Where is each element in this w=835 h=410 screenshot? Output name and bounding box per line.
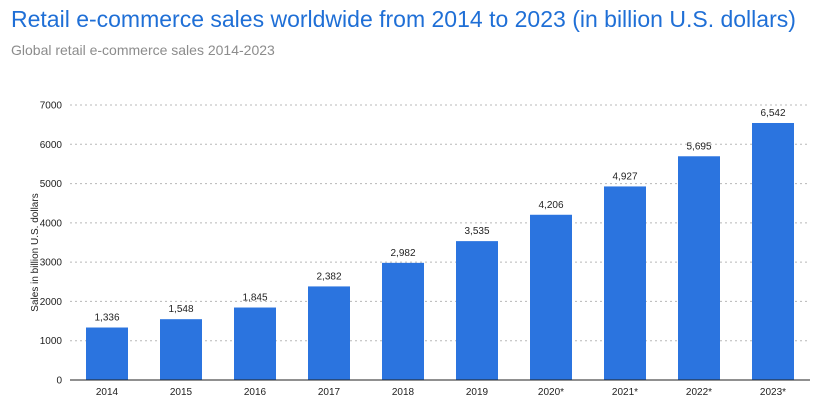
x-tick-label: 2017 (318, 387, 341, 398)
bars (86, 122, 794, 380)
bar-2015 (160, 319, 202, 380)
bar-2023 (752, 122, 794, 380)
bar-2018 (382, 262, 424, 380)
data-label: 5,695 (686, 141, 711, 152)
x-tick-label: 2016 (244, 387, 267, 398)
data-label: 1,845 (242, 293, 267, 304)
y-tick-label: 1000 (40, 336, 63, 347)
y-tick-label: 4000 (40, 218, 63, 229)
y-tick-label: 7000 (40, 101, 63, 112)
bar-2021 (604, 186, 646, 380)
data-labels: 1,336 1,548 1,845 2,382 2,982 3,535 4,206 4,927… (94, 108, 785, 324)
x-tick-label: 2019 (466, 387, 489, 398)
x-tick-label: 2023* (760, 387, 786, 398)
chart-title: Retail e-commerce sales worldwide from 2… (11, 6, 796, 32)
x-tick-label: 2015 (170, 387, 193, 398)
y-axis-label: Sales in billion U.S. dollars (30, 193, 41, 311)
data-label: 1,336 (94, 313, 119, 324)
y-tick-label: 6000 (40, 140, 63, 151)
bar-2022 (678, 156, 720, 380)
chart-subtitle: Global retail e-commerce sales 2014-2023 (11, 42, 275, 58)
y-tick-label: 2000 (40, 297, 63, 308)
y-tick-label: 3000 (40, 258, 63, 269)
data-label: 6,542 (760, 108, 785, 119)
x-tick-label: 2022* (686, 387, 712, 398)
bar-2017 (308, 286, 350, 380)
bar-2020 (530, 214, 572, 380)
x-tick-label: 2014 (96, 387, 119, 398)
x-tick-label: 2018 (392, 387, 415, 398)
x-tick-label: 2020* (538, 387, 564, 398)
data-label: 2,382 (316, 271, 341, 282)
y-axis-ticks: 0 1000 2000 3000 4000 5000 6000 7000 (40, 101, 63, 387)
data-label: 1,548 (168, 304, 193, 315)
data-label: 3,535 (464, 226, 489, 237)
x-axis-ticks: 2014 2015 2016 2017 2018 2019 2020* 2021* 2022* 2… (96, 387, 786, 398)
bar-2016 (234, 307, 276, 380)
y-tick-label: 5000 (40, 179, 63, 190)
bar-2019 (456, 241, 498, 380)
data-label: 2,982 (390, 248, 415, 259)
data-label: 4,206 (538, 200, 563, 211)
y-tick-label: 0 (56, 376, 62, 387)
bar-2014 (86, 327, 128, 380)
x-tick-label: 2021* (612, 387, 638, 398)
data-label: 4,927 (612, 171, 637, 182)
